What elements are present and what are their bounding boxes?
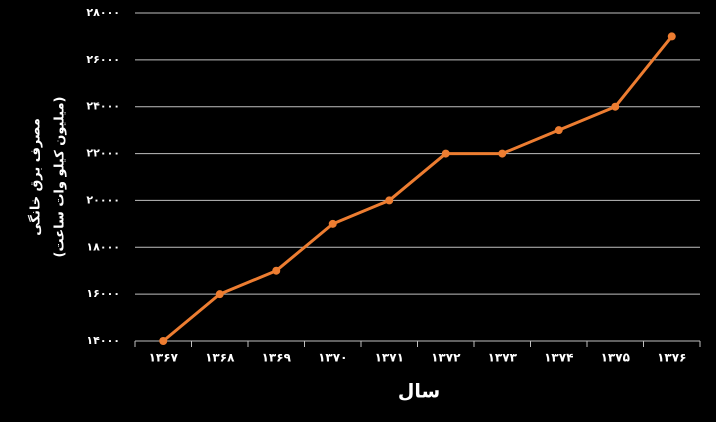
y-tick-label: ۱۶۰۰۰ <box>86 287 120 300</box>
x-tick-label: ۱۳۷۲ <box>431 351 461 365</box>
y-axis-title-line: (میلیون کیلو وات ساعت) <box>53 97 68 258</box>
y-tick-label: ۲۶۰۰۰ <box>86 53 120 66</box>
y-tick-label: ۲۸۰۰۰ <box>86 6 120 19</box>
data-point <box>159 337 168 345</box>
x-tick-label: ۱۳۷۱ <box>375 351 404 365</box>
y-axis-title-line: مصرف برق خانگی <box>28 118 44 236</box>
data-point <box>215 290 224 299</box>
data-point <box>328 219 337 228</box>
x-tick-label: ۱۳۶۷ <box>149 351 179 365</box>
x-tick-label: ۱۳۶۸ <box>205 351 235 365</box>
y-tick-label: ۱۸۰۰۰ <box>86 240 120 253</box>
data-point <box>554 126 563 135</box>
data-point <box>667 32 676 41</box>
x-tick-label: ۱۳۷۶ <box>657 351 686 365</box>
y-tick-label: ۲۴۰۰۰ <box>86 100 120 113</box>
y-tick-label: ۱۴۰۰۰ <box>86 334 120 347</box>
x-axis-title: سال <box>398 381 440 403</box>
data-point <box>498 149 507 158</box>
data-point <box>272 266 281 275</box>
line-series <box>162 35 673 343</box>
data-point <box>611 102 620 111</box>
y-tick-label: ۲۲۰۰۰ <box>86 147 120 160</box>
y-axis-title: مصرف برق خانگی (میلیون کیلو وات ساعت) <box>28 97 68 258</box>
x-tick-label: ۱۳۷۰ <box>318 351 347 365</box>
x-tick-label: ۱۳۷۵ <box>601 351 630 365</box>
x-tick-label: ۱۳۶۹ <box>262 351 292 365</box>
x-tick-label: ۱۳۷۳ <box>488 351 518 365</box>
data-point <box>385 196 394 205</box>
x-tick-label: ۱۳۷۴ <box>544 351 573 365</box>
data-point <box>441 149 450 158</box>
y-tick-label: ۲۰۰۰۰ <box>86 193 120 206</box>
